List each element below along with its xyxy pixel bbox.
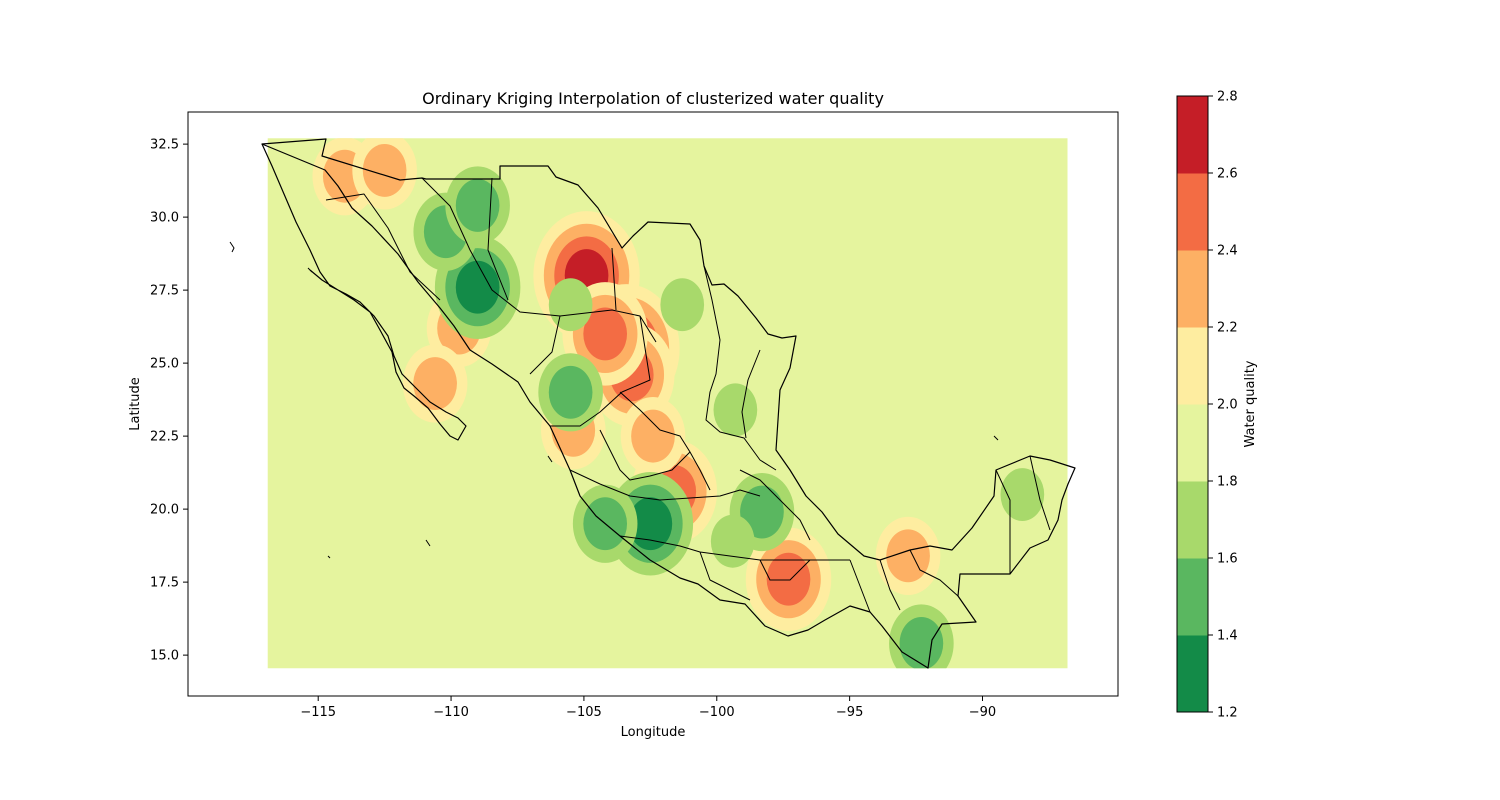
contour-band — [710, 514, 755, 568]
state-borders — [325, 177, 1051, 613]
hotspot — [660, 278, 705, 332]
contour-band — [583, 307, 628, 361]
y-tick-label: 30.0 — [150, 211, 179, 226]
colorbar-tick-label: 1.6 — [1217, 552, 1238, 567]
y-tick-label: 22.5 — [150, 430, 179, 445]
x-tick-label: −95 — [836, 705, 863, 720]
colorbar-segment — [1177, 558, 1208, 636]
hotspot — [445, 166, 510, 245]
colorbar-segment — [1177, 481, 1208, 559]
x-tick-label: −105 — [566, 705, 602, 720]
hotspot — [875, 516, 941, 595]
y-tick-label: 20.0 — [150, 503, 179, 518]
x-tick-label: −100 — [699, 705, 735, 720]
contour-band — [455, 178, 500, 232]
y-axis-label: Latitude — [128, 377, 143, 431]
hotspot — [1000, 468, 1045, 521]
colorbar-tick-label: 1.8 — [1217, 475, 1238, 490]
mexico-boundaries — [229, 138, 1076, 669]
y-axis: 15.0 17.5 20.0 22.5 25.0 27.5 30.0 32.5 — [150, 138, 188, 664]
colorbar: 1.2 1.4 1.6 1.8 2.0 2.2 2.4 2.6 2.8 — [1176, 90, 1238, 721]
y-tick-label: 17.5 — [150, 576, 179, 591]
y-tick-label: 15.0 — [150, 649, 179, 664]
x-tick-label: −110 — [433, 705, 469, 720]
contour-band — [455, 260, 500, 314]
contour-band — [899, 616, 944, 669]
colorbar-tick-label: 2.6 — [1217, 167, 1238, 182]
colorbar-tick-label: 2.8 — [1217, 90, 1238, 105]
contour-band — [631, 409, 675, 463]
contour-band — [362, 143, 407, 197]
y-tick-label: 32.5 — [150, 138, 179, 153]
contour-band — [740, 485, 784, 539]
colorbar-segment — [1177, 250, 1208, 328]
country-outline — [261, 138, 1076, 669]
hotspot — [402, 344, 468, 423]
contour-band — [1000, 468, 1045, 521]
colorbar-tick-label: 2.4 — [1217, 244, 1238, 259]
y-tick-label: 27.5 — [150, 284, 179, 299]
hotspot — [352, 138, 417, 210]
contour-band — [713, 383, 758, 437]
colorbar-tick-label: 2.2 — [1217, 321, 1238, 336]
colorbar-tick-label: 1.4 — [1217, 629, 1238, 644]
contour-band — [766, 552, 811, 606]
map-layer — [229, 138, 1076, 669]
hotspot — [713, 383, 758, 437]
colorbar-segment — [1177, 173, 1208, 251]
contour-band — [548, 278, 593, 332]
colorbar-tick-label: 2.0 — [1217, 398, 1238, 413]
contour-band — [548, 365, 593, 419]
colorbar-segment — [1177, 327, 1208, 405]
hotspot — [548, 278, 593, 332]
contour-band — [660, 278, 705, 332]
colorbar-label: Water quality — [1243, 360, 1258, 447]
colorbar-segment — [1177, 404, 1208, 482]
contour-band — [413, 357, 457, 411]
x-tick-label: −115 — [300, 705, 336, 720]
baja-california — [261, 143, 467, 441]
interpolated-field — [312, 138, 1045, 669]
hotspot — [710, 514, 755, 568]
hotspot — [889, 604, 954, 669]
x-axis: −115 −110 −105 −100 −95 −90 — [300, 696, 996, 720]
chart-title: Ordinary Kriging Interpolation of cluste… — [422, 89, 884, 108]
colorbar-segment — [1177, 635, 1208, 713]
contour-band — [628, 497, 673, 551]
y-tick-label: 25.0 — [150, 357, 179, 372]
hotspot — [620, 397, 686, 476]
colorbar-tick-label: 1.2 — [1217, 706, 1238, 721]
islands — [229, 241, 999, 559]
hotspot — [538, 353, 603, 432]
x-tick-label: −90 — [969, 705, 996, 720]
x-axis-label: Longitude — [621, 725, 686, 740]
colorbar-segment — [1177, 96, 1208, 174]
